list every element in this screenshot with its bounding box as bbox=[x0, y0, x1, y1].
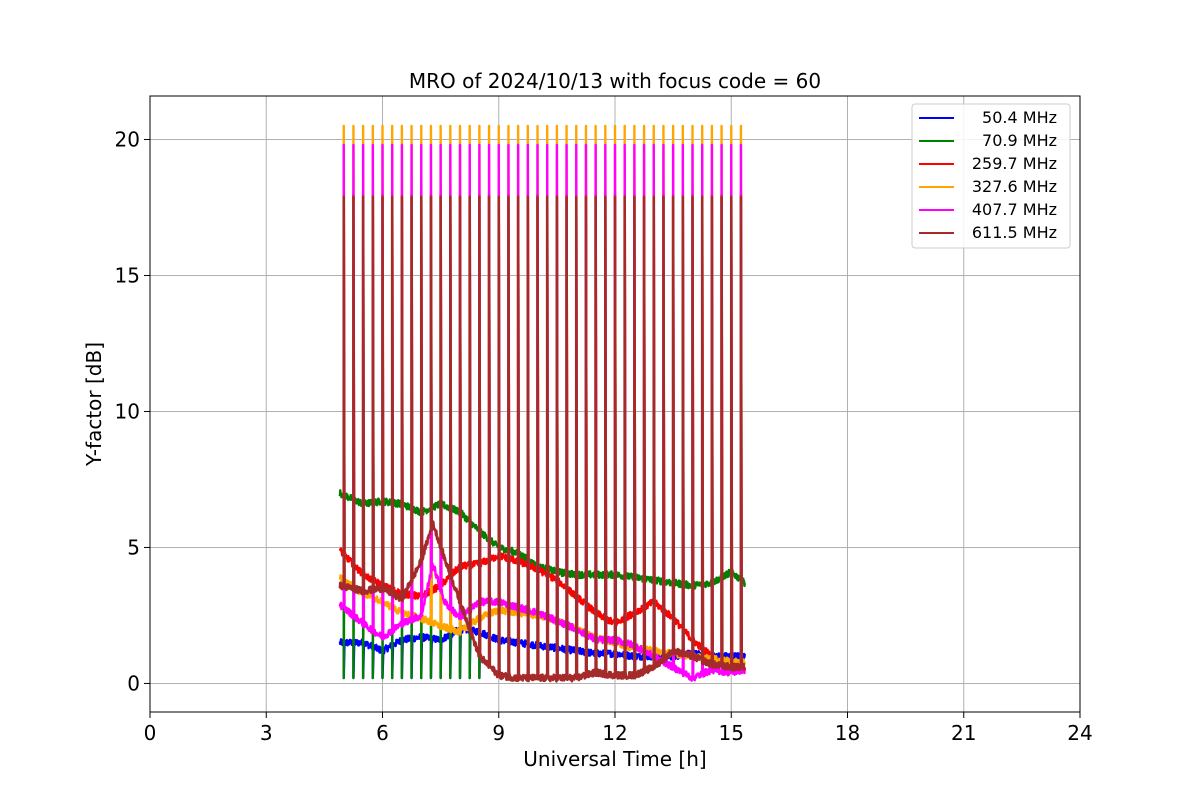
x-tick-label: 15 bbox=[719, 721, 744, 745]
legend: 50.4 MHz 70.9 MHz 259.7 MHz 327.6 MHz 407.7 … bbox=[911, 103, 1071, 249]
y-tick-label: 0 bbox=[127, 671, 140, 695]
ticks: 0 3 6 9 12 15 18 21 24 0 5 10 15 20 bbox=[115, 128, 1093, 745]
plot-area bbox=[338, 124, 747, 683]
x-tick-label: 0 bbox=[144, 721, 157, 745]
y-axis-label: Y-factor [dB] bbox=[82, 342, 106, 467]
x-tick-label: 12 bbox=[602, 721, 627, 745]
legend-entry: 611.5 MHz bbox=[972, 223, 1057, 242]
series-line-259_7-mhz bbox=[338, 192, 747, 675]
x-axis-label: Universal Time [h] bbox=[523, 747, 706, 771]
x-tick-label: 3 bbox=[260, 721, 273, 745]
x-tick-label: 9 bbox=[492, 721, 505, 745]
series-line-611_5-mhz bbox=[338, 195, 747, 683]
legend-entry: 407.7 MHz bbox=[972, 200, 1057, 219]
x-tick-label: 18 bbox=[835, 721, 860, 745]
y-tick-label: 10 bbox=[115, 399, 140, 423]
legend-entry: 327.6 MHz bbox=[972, 177, 1057, 196]
x-tick-label: 6 bbox=[376, 721, 389, 745]
y-tick-label: 5 bbox=[127, 535, 140, 559]
legend-entry: 50.4 MHz bbox=[982, 108, 1057, 127]
x-tick-label: 24 bbox=[1067, 721, 1092, 745]
chart-title: MRO of 2024/10/13 with focus code = 60 bbox=[409, 69, 821, 93]
series-line-407_7-mhz bbox=[338, 143, 746, 682]
legend-entry: 70.9 MHz bbox=[982, 131, 1057, 150]
x-tick-label: 21 bbox=[951, 721, 976, 745]
y-tick-label: 20 bbox=[115, 128, 140, 152]
y-tick-label: 15 bbox=[115, 263, 140, 287]
legend-entry: 259.7 MHz bbox=[972, 154, 1057, 173]
